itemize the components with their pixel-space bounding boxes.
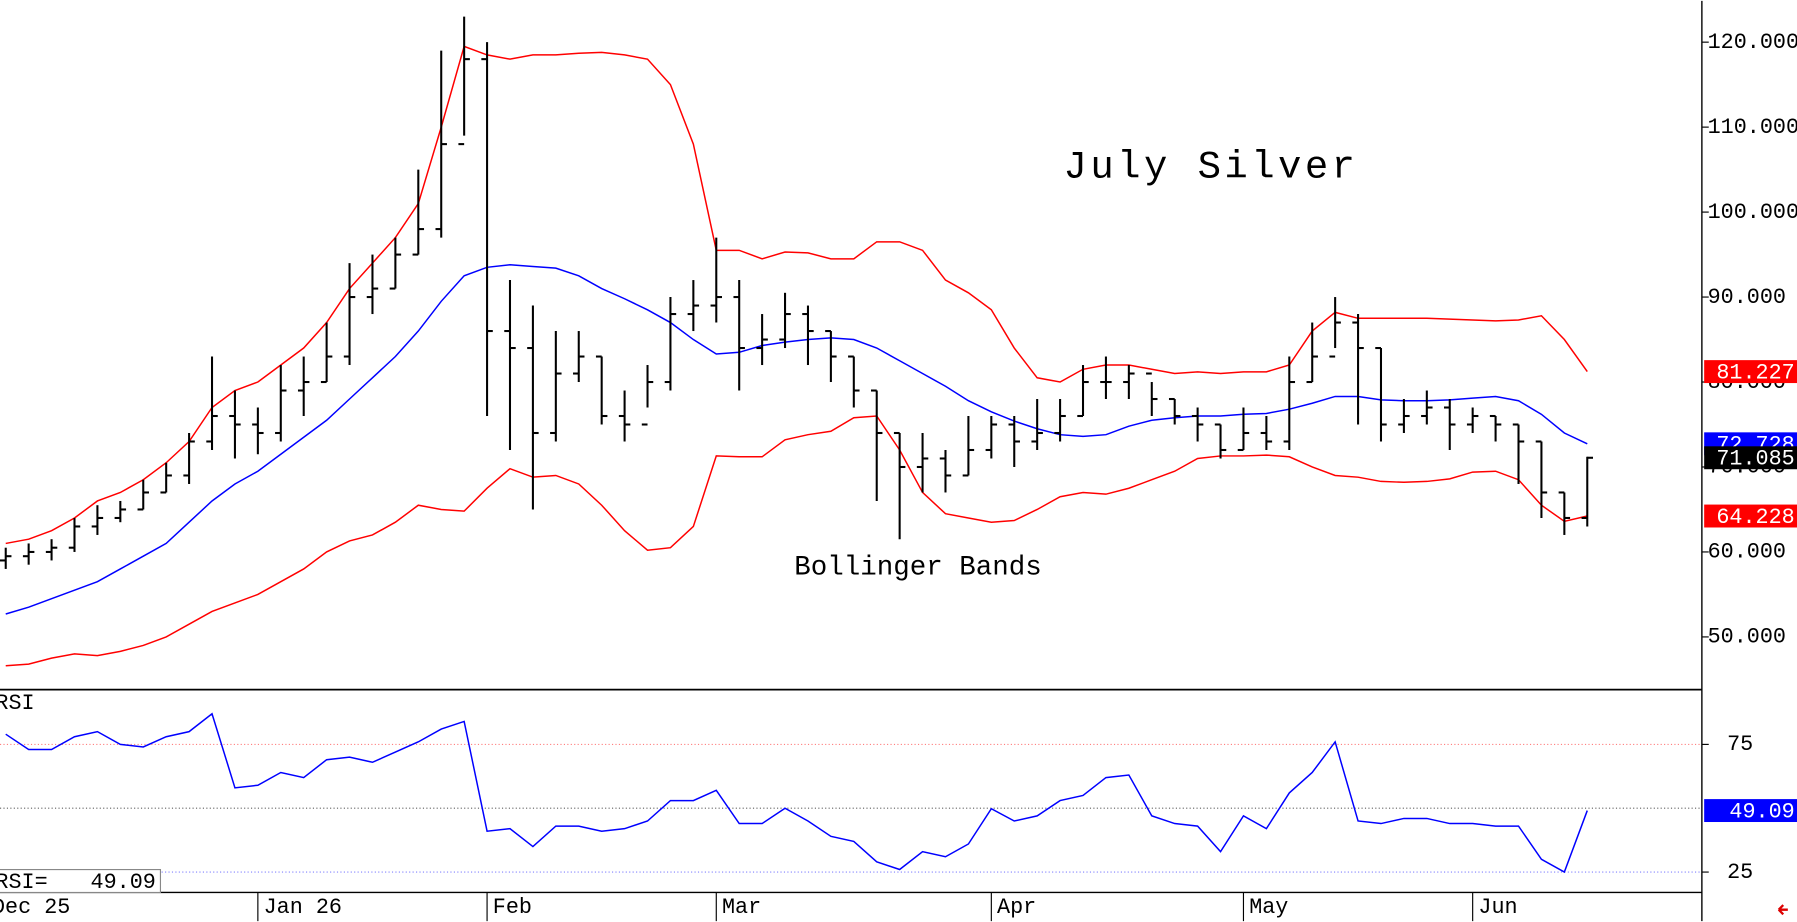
value-box-label: 49.09	[1729, 799, 1794, 824]
band-line	[5, 45, 1588, 545]
y-tick-label: 25	[1727, 860, 1753, 885]
value-box	[1704, 446, 1797, 470]
rsi-readout-label: RSI=	[0, 870, 48, 895]
y-tick-label: 50.000	[1708, 625, 1786, 650]
rsi-readout-box	[0, 868, 162, 894]
y-tick-label: 60.000	[1708, 540, 1786, 565]
value-box-label: 81.227	[1716, 360, 1794, 385]
y-tick-label: 100.000	[1708, 200, 1797, 225]
band-line	[5, 264, 1588, 615]
x-tick-label: Dec 25	[0, 895, 70, 920]
rsi-readout-value: 49.09	[91, 870, 156, 895]
annotation: Bollinger Bands	[794, 552, 1042, 583]
x-tick-label: Jun	[1478, 895, 1517, 920]
y-tick-label: 110.000	[1708, 115, 1797, 140]
x-tick-label: Apr	[997, 895, 1036, 920]
x-tick-label: May	[1249, 895, 1288, 920]
x-tick-label: Mar	[722, 895, 761, 920]
rsi-title: RSI	[0, 691, 35, 716]
value-box	[1704, 504, 1797, 528]
band-line	[5, 415, 1588, 667]
rsi-line	[5, 712, 1588, 874]
x-tick-label: Feb	[493, 895, 532, 920]
x-tick-label: Jan 26	[264, 895, 342, 920]
y-tick-label: 120.000	[1708, 30, 1797, 55]
chart-title: July Silver	[1064, 145, 1359, 189]
y-tick-label: 90.000	[1708, 285, 1786, 310]
scroll-arrow	[1777, 904, 1788, 916]
value-box-label: 71.085	[1716, 447, 1794, 472]
y-tick-label: 75	[1727, 732, 1753, 757]
value-box	[1704, 360, 1797, 384]
value-box-label: 64.228	[1716, 505, 1794, 530]
value-box	[1704, 799, 1797, 823]
